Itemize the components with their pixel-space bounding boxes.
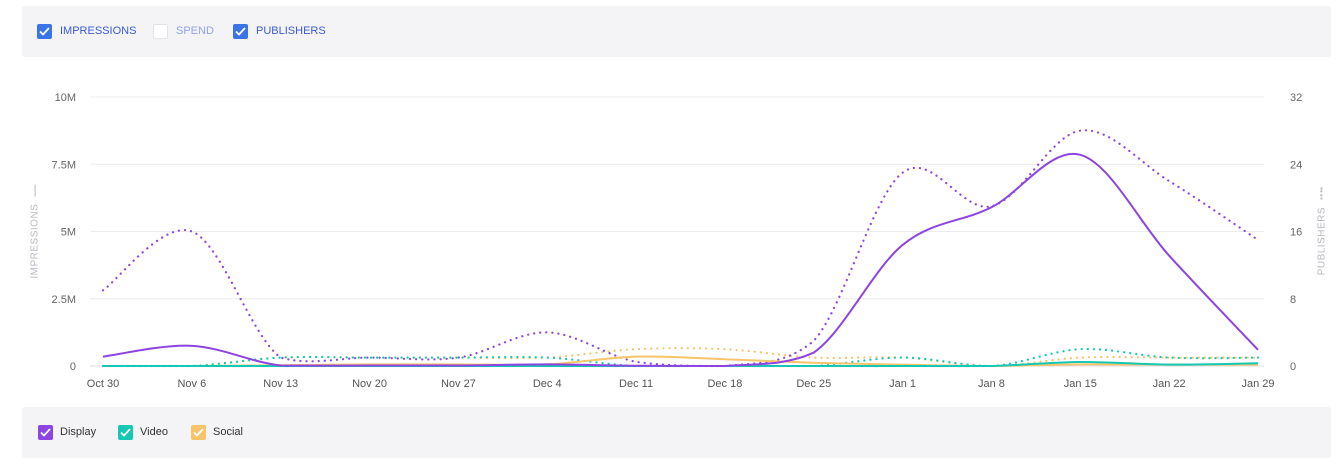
check-icon (193, 427, 204, 437)
x-tick-label: Oct 30 (87, 378, 119, 390)
series-lines (101, 129, 1260, 368)
x-tick-label: Dec 25 (796, 378, 831, 390)
right-axis-ticks: 0 8 16 24 32 (1290, 92, 1302, 373)
spend-toggle[interactable]: SPEND (153, 22, 214, 40)
right-tick-label: 8 (1290, 294, 1296, 306)
right-tick-label: 24 (1290, 159, 1302, 171)
check-icon (235, 26, 246, 36)
display-checkbox[interactable] (38, 424, 53, 440)
x-tick-label: Jan 15 (1064, 378, 1097, 390)
legend-label-social: Social (213, 426, 243, 438)
impressions-toggle[interactable]: IMPRESSIONS (37, 22, 136, 40)
legend-item-display[interactable]: Display (38, 423, 96, 441)
series-line-social-publishers (101, 347, 1260, 368)
legend-label-display: Display (60, 426, 97, 438)
x-tick-label: Jan 22 (1153, 378, 1186, 390)
spend-checkbox[interactable] (153, 23, 168, 39)
left-tick-label: 7.5M (52, 159, 76, 171)
metric-toggle-bar: IMPRESSIONS SPEND PUBLISHERS (22, 6, 1331, 57)
check-icon (40, 427, 51, 437)
x-tick-label: Dec 18 (707, 378, 742, 390)
legend-item-video[interactable]: Video (118, 423, 168, 441)
x-tick-label: Jan 8 (978, 378, 1005, 390)
grid-lines (90, 96, 1264, 367)
impressions-label: IMPRESSIONS (60, 25, 137, 37)
line-chart: 0 2.5M 5M 7.5M 10M 0 8 16 24 32 Oct 30 Nov 6 Nov 1… (52, 92, 1303, 390)
left-tick-label: 5M (61, 227, 76, 239)
x-tick-label: Nov 6 (177, 378, 206, 390)
legend-label-video: Video (140, 426, 168, 438)
x-tick-label: Dec 4 (533, 378, 562, 390)
x-tick-label: Dec 11 (619, 378, 653, 390)
x-tick-label: Jan 1 (889, 378, 916, 390)
right-tick-label: 0 (1290, 361, 1296, 373)
left-axis-ticks: 0 2.5M 5M 7.5M 10M (52, 92, 76, 373)
spend-label: SPEND (176, 25, 214, 37)
publishers-label: PUBLISHERS (256, 25, 326, 37)
series-legend: Display Video Social (22, 407, 1331, 458)
publishers-toggle[interactable]: PUBLISHERS (233, 22, 326, 40)
left-tick-label: 2.5M (52, 294, 76, 306)
right-tick-label: 16 (1290, 227, 1302, 239)
x-tick-label: Jan 29 (1241, 378, 1274, 390)
impressions-checkbox[interactable] (37, 23, 52, 39)
publishers-checkbox[interactable] (233, 23, 248, 39)
series-line-display-impressions (102, 152, 1259, 368)
check-icon (39, 26, 50, 36)
legend-item-social[interactable]: Social (191, 423, 243, 441)
x-tick-label: Nov 20 (352, 378, 387, 390)
social-checkbox[interactable] (191, 424, 206, 440)
series-line-display-publishers (101, 129, 1260, 368)
x-tick-label: Nov 13 (263, 378, 298, 390)
left-tick-label: 10M (55, 92, 76, 104)
x-axis-ticks: Oct 30 Nov 6 Nov 13 Nov 20 Nov 27 Dec 4 Dec 11… (87, 378, 1275, 390)
video-checkbox[interactable] (118, 424, 133, 440)
x-tick-label: Nov 27 (441, 378, 476, 390)
right-tick-label: 32 (1290, 92, 1302, 104)
left-tick-label: 0 (70, 361, 76, 373)
check-icon (120, 427, 131, 437)
